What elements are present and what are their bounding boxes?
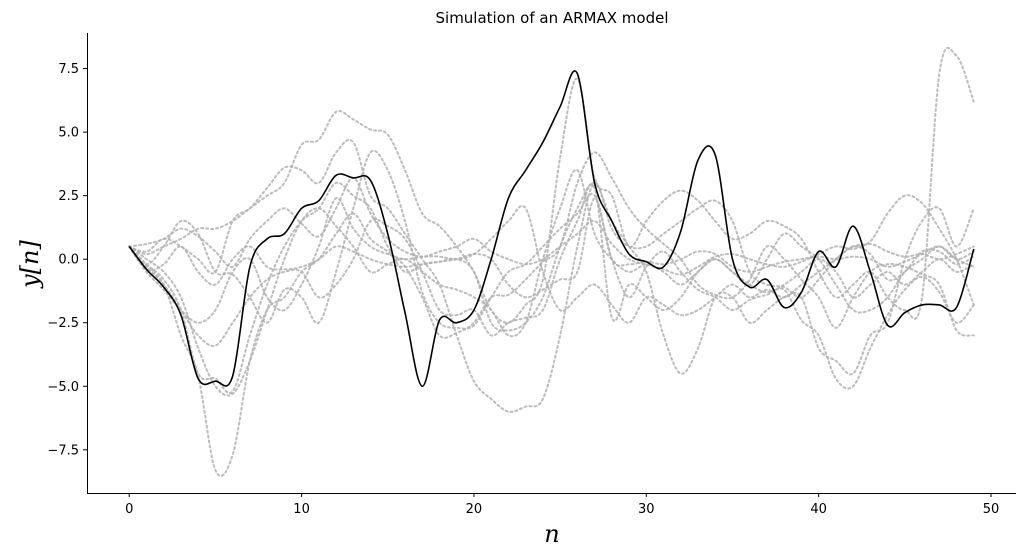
simulation-line-8 [128,176,975,276]
x-tick-label: 20 [466,502,483,517]
y-axis-ticks: −7.5 −5.0 −2.5 0.0 2.5 5.0 7.5 [47,62,87,458]
x-axis-ticks: 0 10 20 30 40 50 [125,493,999,517]
simulation-line-9 [128,47,975,324]
simulation-line-5 [128,197,975,299]
chart-title: Simulation of an ARMAX model [436,9,669,27]
y-tick-label: 7.5 [58,62,79,77]
y-tick-label: −2.5 [47,316,79,331]
y-tick-label: 5.0 [58,126,79,141]
x-tick-label: 0 [125,502,133,517]
simulation-line-1 [128,149,975,390]
x-tick-label: 50 [983,502,1000,517]
simulation-line-10 [128,181,975,394]
y-tick-label: 2.5 [58,189,79,204]
y-tick-label: 0.0 [58,253,79,268]
x-tick-label: 40 [810,502,827,517]
simulation-line-7 [128,169,975,397]
simulation-line-6 [128,183,975,348]
y-axis-label: y[n] [16,239,44,288]
y-tick-label: −7.5 [47,443,79,458]
x-tick-label: 30 [638,502,655,517]
x-tick-label: 10 [293,502,310,517]
main-series-line [128,70,975,388]
simulation-series-group [128,47,975,477]
x-axis-label: n [544,520,559,548]
main-series-group [128,70,975,388]
y-tick-label: −5.0 [47,380,79,395]
